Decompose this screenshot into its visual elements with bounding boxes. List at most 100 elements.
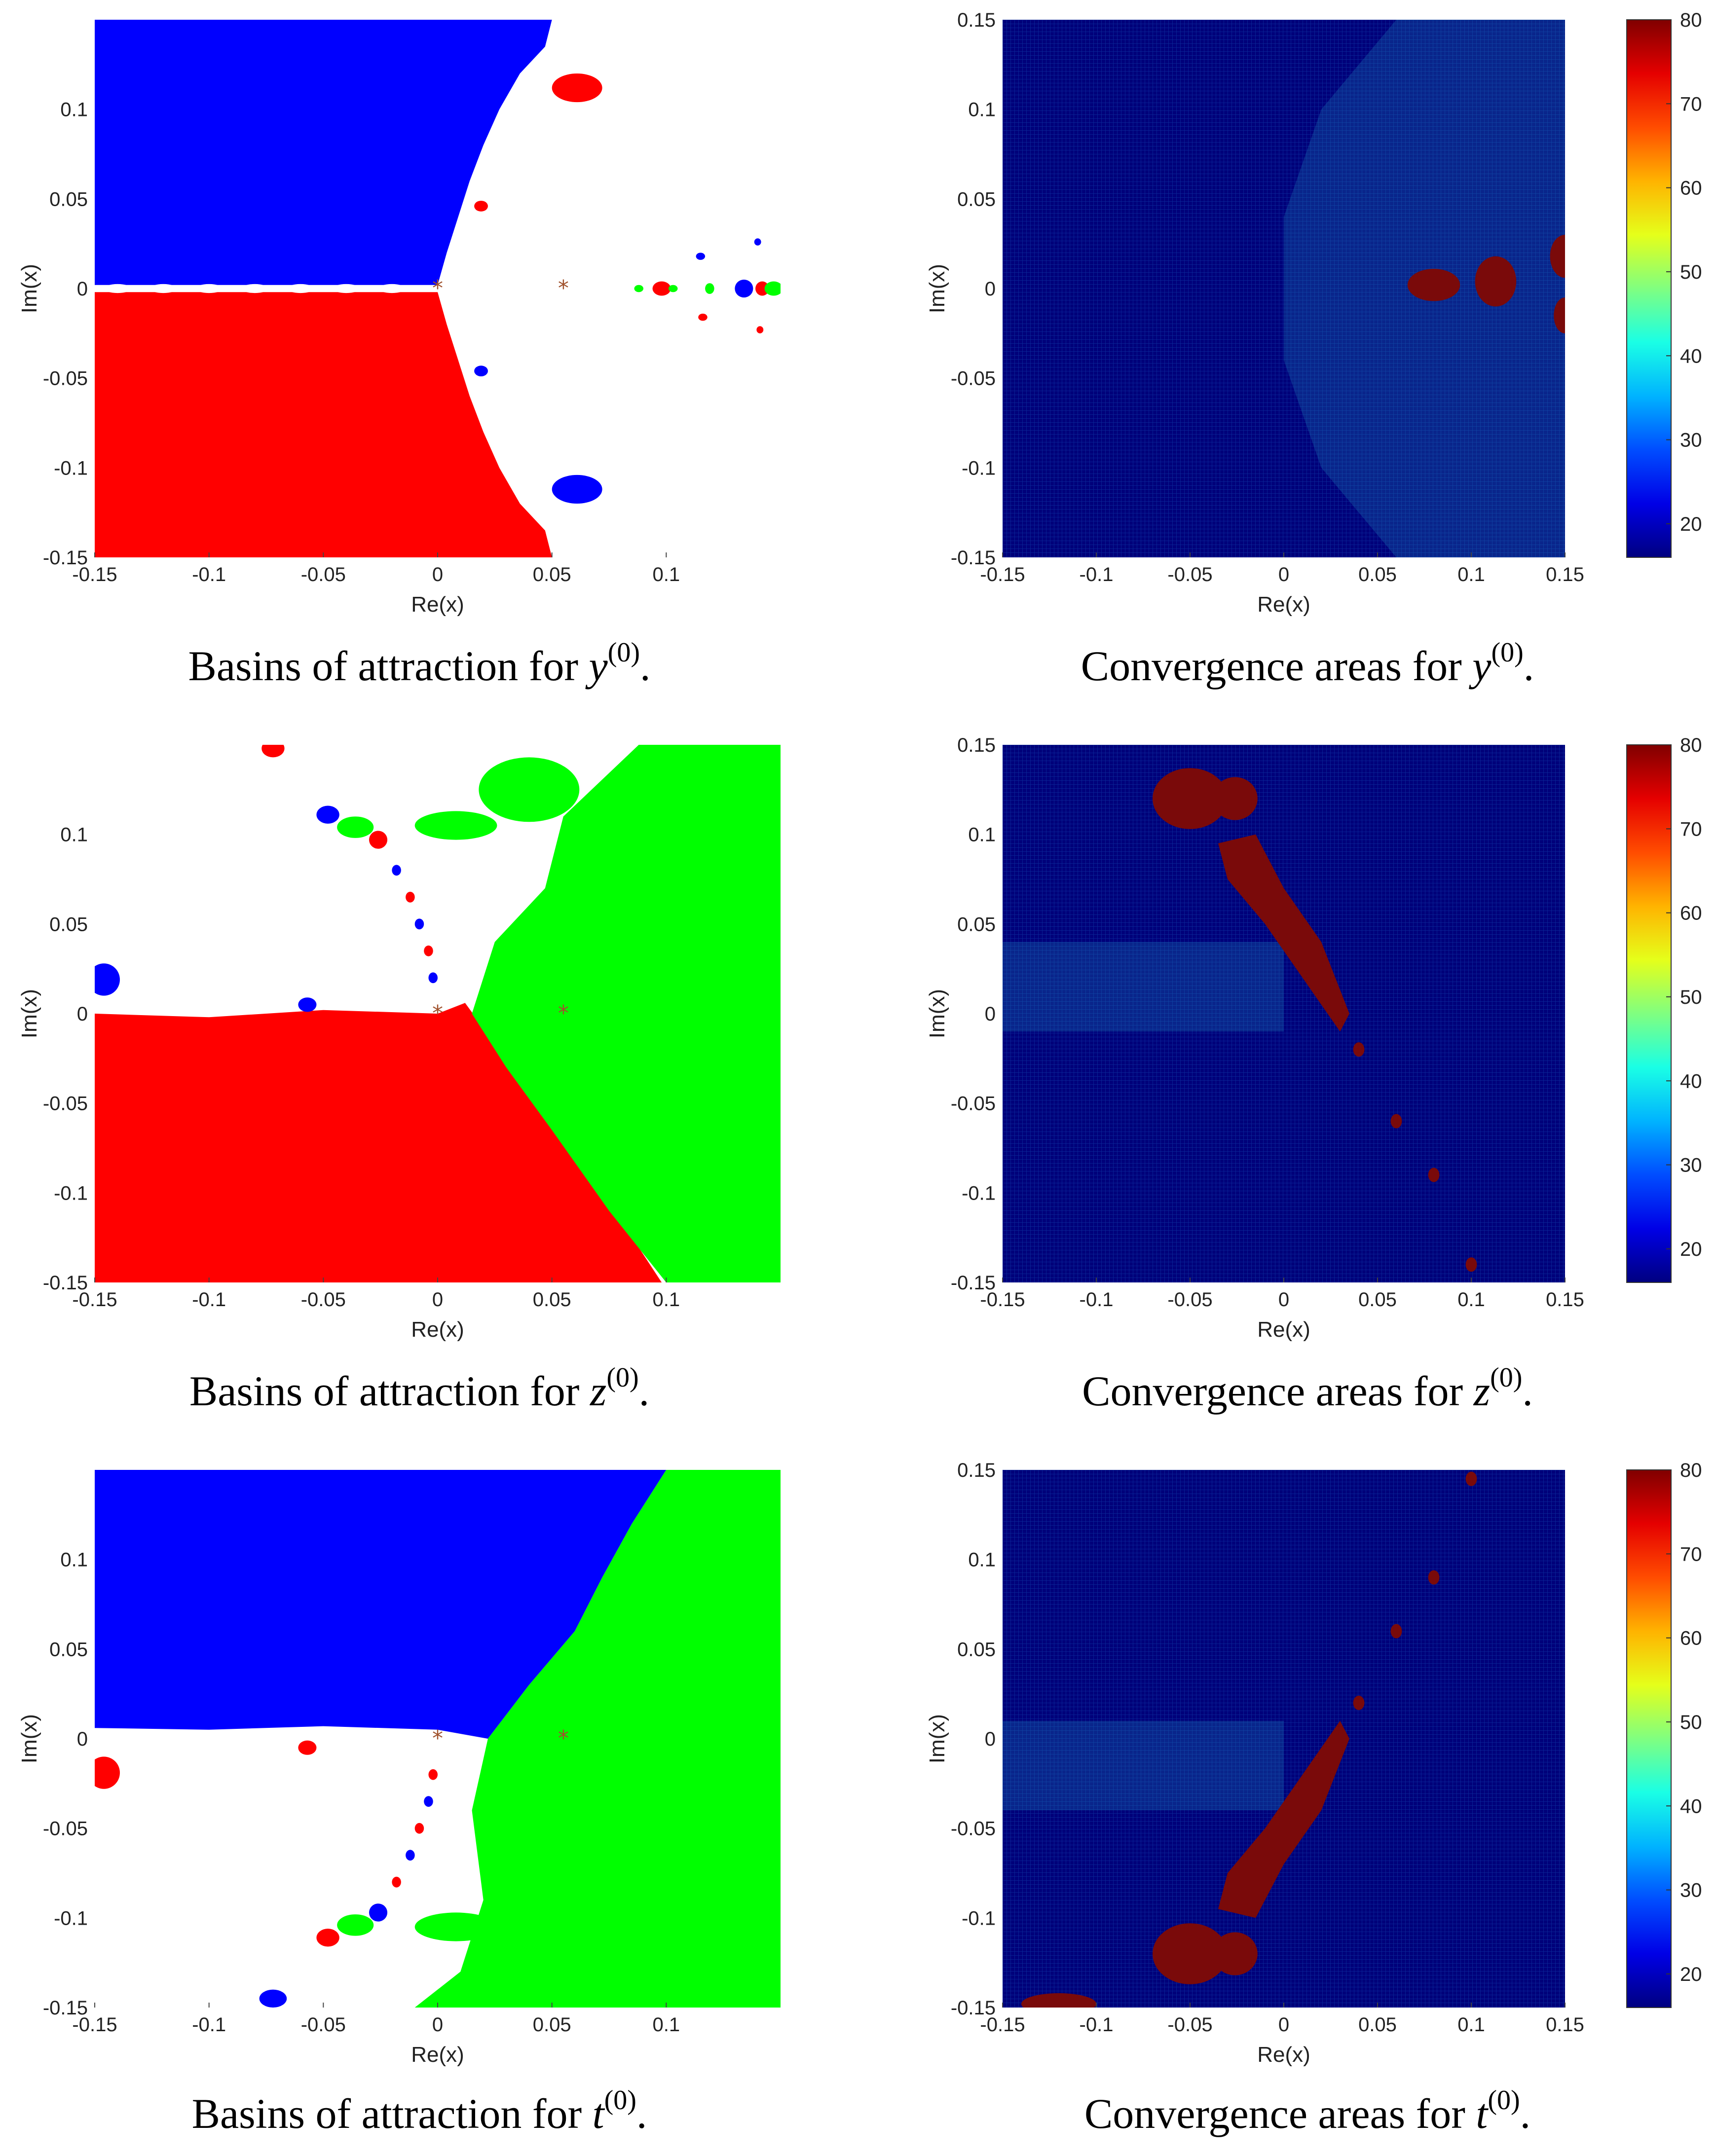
convergence-xtick-label: -0.05 [1167,1289,1212,1311]
green-island [668,285,678,292]
basins-ytick-label: 0 [77,278,88,300]
island-chain [406,1850,415,1861]
convergence-ylabel: Im(x) [925,989,949,1038]
convergence-xtick-label: 0 [1278,564,1289,585]
convergence-xtick-label: 0.05 [1358,2014,1397,2036]
green-island [337,1914,374,1936]
convergence-ytick-label: 0.1 [968,99,996,121]
basins-ytick-label: -0.05 [43,368,88,390]
red-island [756,326,764,333]
root-marker: * [432,276,443,301]
blue-island [316,805,339,824]
basins-xtick-label: -0.05 [301,564,346,585]
slow-region [1475,256,1517,307]
basins-xtick-label: -0.15 [72,1289,117,1311]
convergence-xtick-label: 0.05 [1358,564,1397,585]
convergence-xtick-label: -0.1 [1080,564,1114,585]
basins-ytick-label: 0.05 [49,1639,88,1660]
convergence-xtick-label: 0.05 [1358,1289,1397,1311]
caption-basins-t: Basins of attraction for t(0). [191,2085,647,2137]
red-island [755,281,769,296]
basins-ytick-label: 0.05 [49,914,88,935]
caption-basins-y: Basins of attraction for y(0). [188,637,651,690]
convergence-plot-y: -0.15 -0.1 -0.05 0 0.05 0.1 0.15 0.15 0.1 0.05 0 -0… [888,0,1716,636]
slow-region [1550,235,1565,278]
basins-ytick-label: -0.1 [54,1907,88,1929]
convergence-xlabel: Re(x) [1257,592,1310,617]
blue-island [95,963,120,996]
basins-xtick-label: 0 [432,1289,443,1311]
heatmap-features [1003,768,1477,1272]
axis-gap [332,284,360,293]
basins-ytick-label: 0.1 [60,1549,88,1571]
heatmap-field [1003,1470,1565,2008]
island-chain [392,865,401,876]
basins-ytick-label: -0.05 [43,1818,88,1840]
red-island [261,745,285,758]
root-marker-glyph: * [432,276,443,301]
convergence-xtick-label: -0.05 [1167,2014,1212,2036]
convergence-xtick-label: 0.15 [1546,564,1584,585]
heatmap-field [1003,745,1565,1282]
basins-svg: * * -0.15 -0.1 -0.05 0 0.05 0.1 0.1 0.05 0 -0.05 -0.… [17,1470,781,2067]
convergence-ytick-label: 0.05 [957,914,996,935]
basins-xtick-label: -0.1 [192,1289,226,1311]
slow-region [1153,1923,1228,1984]
root-marker: * [558,1001,569,1026]
basins-xtick-label: -0.15 [72,2014,117,2036]
axis-gap [241,284,269,293]
convergence-ytick-label: -0.15 [951,1272,996,1294]
colorbar-tick-label: 30 [1680,1155,1702,1176]
basins-ylabel: Im(x) [17,1714,41,1763]
basins-ytick-label: -0.1 [54,1182,88,1204]
basins-xtick-label: -0.05 [301,1289,346,1311]
caption-convergence-t: Convergence areas for t(0). [1084,2085,1531,2137]
convergence-svg: -0.15 -0.1 -0.05 0 0.05 0.1 0.15 0.15 0.1 0.05 0 -0… [925,734,1702,1342]
convergence-xtick-label: 0.1 [1457,564,1485,585]
axis-gap [195,284,223,293]
blue-island [754,238,761,246]
slow-region [1212,1932,1258,1975]
basins-ylabel: Im(x) [17,264,41,313]
root-marker: * [558,276,569,301]
green-island [414,1912,497,1941]
caption-basins-z: Basins of attraction for z(0). [189,1362,650,1415]
convergence-xtick-label: 0.15 [1546,2014,1584,2036]
island-chain [424,945,433,956]
blue-island [696,253,706,260]
heatmap-field [1003,20,1565,557]
colorbar-tick-label: 20 [1680,1239,1702,1260]
island-chain [406,891,415,903]
green-basin [472,745,781,1282]
colorbar-tick-label: 30 [1680,1880,1702,1901]
red-island [316,1929,339,1947]
convergence-plot-t: -0.15 -0.1 -0.05 0 0.05 0.1 0.15 0.15 0.1 0.05 0 -0… [888,1450,1716,2086]
convergence-xtick-label: 0.1 [1457,1289,1485,1311]
convergence-xtick-label: -0.15 [980,1289,1025,1311]
red-island [369,831,388,849]
root-marker-glyph: * [558,1001,569,1026]
red-island [552,73,602,103]
colorbar-tick-label: 50 [1680,261,1702,283]
blue-basin [95,20,552,285]
colorbar-tick-label: 80 [1680,734,1702,756]
basins-ytick-label: 0 [77,1728,88,1750]
green-basin [414,1470,781,2008]
basins-plot-y: * * -0.15 -0.1 -0.05 0 0.05 0.1 0.1 0.05 0 -0.05 -0.… [0,0,839,636]
slow-spot [1428,1168,1440,1182]
convergence-xtick-label: 0.15 [1546,1289,1584,1311]
colorbar-tick-label: 20 [1680,1964,1702,1985]
blue-island [552,475,602,504]
island-chain [428,1769,438,1780]
basins-xtick-label: 0 [432,564,443,585]
basins-ytick-label: -0.15 [43,1272,88,1294]
basins-ytick-label: -0.15 [43,1997,88,2019]
green-island [634,285,643,292]
convergence-xtick-label: -0.15 [980,564,1025,585]
basins-xtick-label: 0.05 [533,1289,571,1311]
convergence-ytick-label: 0 [985,1003,996,1025]
red-island [474,200,488,212]
basins-xtick-label: 0.1 [653,564,680,585]
colorbar [1626,744,1672,1283]
basin-regions [95,745,781,1282]
